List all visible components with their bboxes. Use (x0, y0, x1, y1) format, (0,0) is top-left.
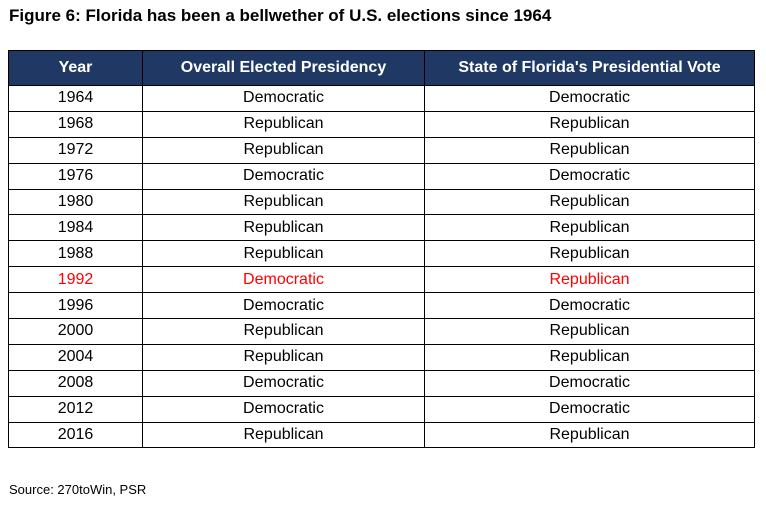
cell-year: 2016 (8, 421, 143, 449)
cell-overall-presidency: Democratic (142, 85, 425, 112)
cell-florida-vote: Republican (424, 136, 755, 164)
cell-florida-vote: Democratic (424, 162, 755, 190)
cell-florida-vote: Republican (424, 110, 755, 138)
cell-year: 1992 (8, 266, 143, 294)
cell-year: 1964 (8, 85, 143, 112)
cell-overall-presidency: Democratic (142, 292, 425, 320)
table-header-row: Year Overall Elected Presidency State of… (8, 50, 755, 86)
cell-year: 2012 (8, 395, 143, 423)
cell-overall-presidency: Republican (142, 240, 425, 268)
cell-year: 2000 (8, 318, 143, 345)
table-row: 1984 Republican Republican (8, 214, 755, 242)
cell-florida-vote: Republican (424, 188, 755, 216)
table-body: 1964 Democratic Democratic 1968 Republican Re… (8, 85, 755, 449)
cell-overall-presidency: Democratic (142, 395, 425, 423)
table-row: 2012 Democratic Democratic (8, 395, 755, 423)
cell-florida-vote: Democratic (424, 369, 755, 397)
cell-florida-vote: Republican (424, 214, 755, 242)
table-row: 1972 Republican Republican (8, 136, 755, 164)
table-row: 1996 Democratic Democratic (8, 292, 755, 320)
cell-year: 1996 (8, 292, 143, 320)
figure-title: Figure 6: Florida has been a bellwether … (9, 6, 552, 25)
cell-overall-presidency: Democratic (142, 162, 425, 190)
cell-year: 2004 (8, 343, 143, 371)
cell-overall-presidency: Republican (142, 110, 425, 138)
cell-overall-presidency: Democratic (142, 266, 425, 294)
header-overall-presidency: Overall Elected Presidency (142, 50, 425, 86)
header-florida-vote: State of Florida's Presidential Vote (424, 50, 755, 86)
cell-year: 1968 (8, 110, 143, 138)
table-row: 2000 Republican Republican (8, 318, 755, 345)
table-row: 1988 Republican Republican (8, 240, 755, 268)
source-note: Source: 270toWin, PSR (9, 482, 147, 497)
cell-overall-presidency: Republican (142, 318, 425, 345)
table-row: 1992 Democratic Republican (8, 266, 755, 294)
cell-overall-presidency: Republican (142, 343, 425, 371)
cell-year: 2008 (8, 369, 143, 397)
cell-florida-vote: Republican (424, 318, 755, 345)
cell-florida-vote: Republican (424, 240, 755, 268)
cell-year: 1984 (8, 214, 143, 242)
cell-year: 1980 (8, 188, 143, 216)
cell-florida-vote: Republican (424, 266, 755, 294)
cell-overall-presidency: Republican (142, 188, 425, 216)
table-row: 1964 Democratic Democratic (8, 85, 755, 112)
cell-year: 1988 (8, 240, 143, 268)
cell-florida-vote: Republican (424, 421, 755, 449)
table-row: 1980 Republican Republican (8, 188, 755, 216)
cell-florida-vote: Republican (424, 343, 755, 371)
table-row: 2008 Democratic Democratic (8, 369, 755, 397)
cell-florida-vote: Democratic (424, 85, 755, 112)
cell-florida-vote: Democratic (424, 292, 755, 320)
elections-table: Year Overall Elected Presidency State of… (8, 50, 755, 449)
table-row: 2016 Republican Republican (8, 421, 755, 449)
header-year: Year (8, 50, 143, 86)
cell-overall-presidency: Republican (142, 136, 425, 164)
cell-year: 1976 (8, 162, 143, 190)
cell-overall-presidency: Republican (142, 214, 425, 242)
table-row: 1968 Republican Republican (8, 110, 755, 138)
cell-overall-presidency: Democratic (142, 369, 425, 397)
cell-year: 1972 (8, 136, 143, 164)
table-row: 2004 Republican Republican (8, 343, 755, 371)
cell-overall-presidency: Republican (142, 421, 425, 449)
table-row: 1976 Democratic Democratic (8, 162, 755, 190)
cell-florida-vote: Democratic (424, 395, 755, 423)
